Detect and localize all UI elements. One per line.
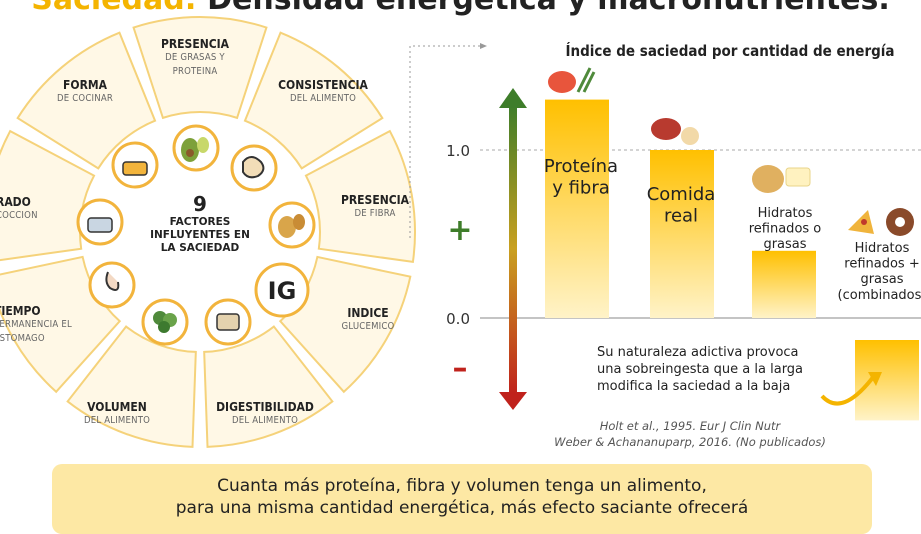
satiety-arrow-shaft [509, 104, 517, 394]
icon-cooking-pot-icon [111, 141, 159, 189]
wheel-segment [203, 325, 334, 448]
bar [545, 99, 609, 318]
satiety-arrow-up-head [499, 88, 527, 108]
satiety-bar-chart: Índice de saciedad por cantidad de energ… [409, 41, 921, 421]
bar [650, 150, 714, 318]
factor-consistency: CONSISTENCIA DEL ALIMENTO [278, 78, 368, 104]
bar [855, 340, 919, 421]
center-text: FACTORES INFLUYENTES EN LA SACIEDAD [150, 216, 250, 254]
title-rest: Densidad energética y macronutrientes. [207, 0, 890, 17]
icon-pot-icon [76, 198, 124, 246]
conclusion-line-2: para una misma cantidad energética, más … [175, 498, 749, 518]
chart-title: Índice de saciedad por cantidad de energ… [566, 41, 895, 60]
connector-dotted-line [409, 45, 480, 238]
conclusion-box: Cuanta más proteína, fibra y volumen ten… [52, 464, 872, 534]
factor-digestibility: DIGESTIBILIDAD DEL ALIMENTO [216, 400, 314, 426]
satiety-arrow-down-head [499, 392, 527, 410]
icon-broccoli-icon [141, 298, 189, 346]
bar-label: Proteína y fibra [544, 156, 618, 199]
icon-potato-icon [268, 201, 316, 249]
pizza-donut-icon [848, 208, 914, 236]
factor-fiber: PRESENCIA DE FIBRA [340, 193, 410, 219]
wheel-segment [304, 129, 416, 264]
bar-label: Hidratos refinados + grasas (combinados) [838, 241, 921, 303]
annotation-arrowhead [868, 372, 882, 386]
wheel-segment [132, 16, 268, 120]
factor-fats-protein: PRESENCIA DE GRASAS Y PROTEINA [160, 37, 230, 77]
bar [752, 250, 816, 318]
annotation-text: Su naturaleza adictiva provoca una sobre… [597, 345, 804, 394]
y-tick-label: 1.0 [446, 142, 470, 160]
salmon-herb-icon [548, 67, 596, 93]
wheel-segment [243, 31, 384, 170]
bar-label: Comida real [647, 184, 716, 227]
citation-2: Weber & Achananuparp, 2016. (No publicad… [554, 435, 826, 449]
icon-ig-icon: IG [254, 262, 310, 318]
center-number: 9 [193, 192, 207, 216]
meat-egg-icon [651, 118, 699, 145]
y-tick-label: 0.0 [446, 310, 470, 328]
factor-glycemic-index: INDICE GLUCEMICO [341, 306, 395, 332]
title-highlight: Saciedad: [31, 0, 196, 17]
connector-arrowhead [480, 43, 487, 49]
factor-stomach-time: TIEMPOPERMANENCIA EL ESTOMAGO [0, 304, 72, 344]
icon-scale-icon [204, 298, 252, 346]
wheel-segment [66, 325, 197, 448]
ig-label: IG [268, 277, 297, 305]
wheel-center: 9 FACTORES INFLUYENTES EN LA SACIEDAD [150, 192, 250, 255]
annotation-curved-arrow [820, 374, 876, 406]
positive-sign: + [447, 213, 472, 248]
icon-stomach-icon [88, 261, 136, 309]
citations: Holt et al., 1995. Eur J Clin Nutr Weber… [510, 418, 870, 450]
bar-label: Hidratos refinados o grasas [749, 206, 822, 252]
citation-1: Holt et al., 1995. Eur J Clin Nutr [599, 419, 781, 433]
negative-sign: – [453, 351, 468, 386]
conclusion-line-1: Cuanta más proteína, fibra y volumen ten… [217, 476, 707, 496]
wheel-segment [16, 31, 157, 170]
factor-cooking-degree: RADO COCCION [0, 195, 38, 221]
wheel-center-disc [116, 148, 284, 316]
factor-volume: VOLUMEN DEL ALIMENTO [83, 400, 151, 426]
pasta-butter-icon [752, 165, 811, 193]
icon-bean-icon [230, 144, 278, 192]
factor-cooking-form: FORMA DE COCINAR [56, 78, 114, 104]
page-title: Saciedad: Densidad energética y macronut… [0, 0, 921, 16]
icon-avocado-icon [172, 124, 220, 172]
satiety-factors-wheel: IG [0, 16, 416, 448]
